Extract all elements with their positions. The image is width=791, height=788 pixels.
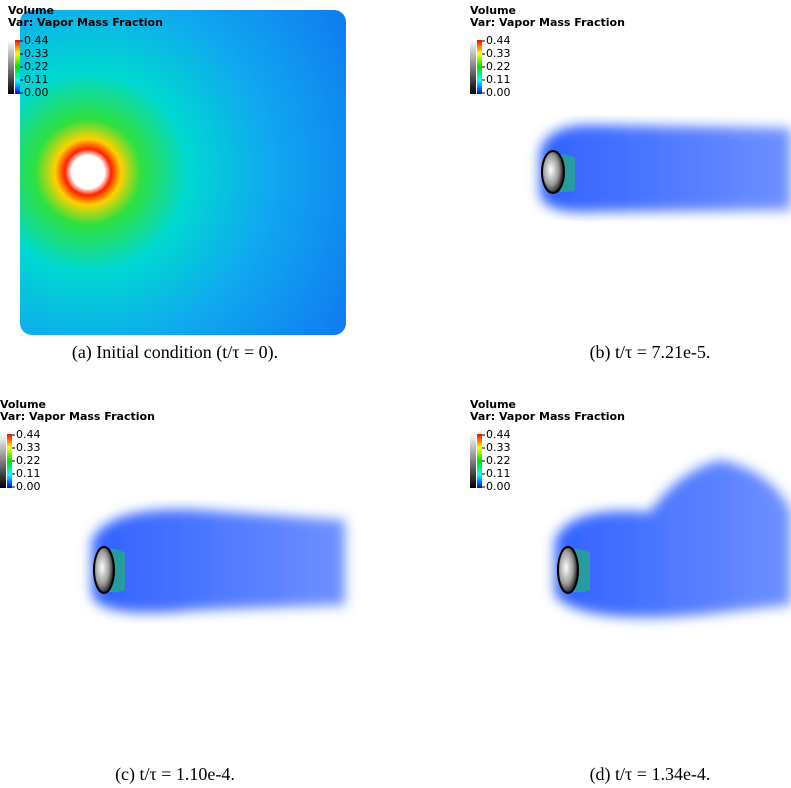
plot-label: Volume [470, 398, 516, 411]
var-label: Var: Vapor Mass Fraction [470, 410, 625, 423]
colorbar-wedge [0, 434, 6, 488]
colorbar-label: 0.11 [486, 73, 511, 86]
caption: (b) t/τ = 7.21e-5. [590, 342, 711, 363]
plume-image [540, 124, 791, 213]
colorbar-label: 0.22 [24, 60, 49, 73]
caption: (a) Initial condition (t/τ = 0). [72, 342, 278, 363]
colorbar-label: 0.33 [486, 441, 511, 454]
colorbar-wedge [470, 40, 476, 94]
colorbar-label: 0.44 [24, 34, 49, 47]
field-image [20, 10, 346, 335]
colorbar [477, 40, 482, 94]
colorbar-label: 0.00 [16, 480, 41, 493]
colorbar-label: 0.44 [16, 428, 41, 441]
colorbar-wedge [8, 40, 14, 94]
colorbar-label: 0.00 [486, 480, 511, 493]
colorbar [7, 434, 12, 488]
plot-label: Volume [8, 4, 54, 17]
colorbar-label: 0.44 [486, 428, 511, 441]
colorbar-wedge [470, 434, 476, 488]
colorbar-label: 0.33 [486, 47, 511, 60]
caption: (c) t/τ = 1.10e-4. [115, 764, 235, 785]
colorbar-label: 0.11 [486, 467, 511, 480]
colorbar-label: 0.22 [486, 60, 511, 73]
plume-image [92, 509, 345, 613]
colorbar-label: 0.00 [486, 86, 511, 99]
colorbar-label: 0.33 [16, 441, 41, 454]
caption: (d) t/τ = 1.34e-4. [590, 764, 711, 785]
var-label: Var: Vapor Mass Fraction [0, 410, 155, 423]
colorbar [15, 40, 20, 94]
colorbar-label: 0.22 [486, 454, 511, 467]
colorbar [477, 434, 482, 488]
colorbar-label: 0.22 [16, 454, 41, 467]
colorbar-label: 0.33 [24, 47, 49, 60]
colorbar-label: 0.44 [486, 34, 511, 47]
plume-image [555, 460, 791, 618]
colorbar-label: 0.00 [24, 86, 49, 99]
plot-label: Volume [0, 398, 46, 411]
plot-label: Volume [470, 4, 516, 17]
colorbar-label: 0.11 [24, 73, 49, 86]
var-label: Var: Vapor Mass Fraction [8, 16, 163, 29]
var-label: Var: Vapor Mass Fraction [470, 16, 625, 29]
colorbar-label: 0.11 [16, 467, 41, 480]
